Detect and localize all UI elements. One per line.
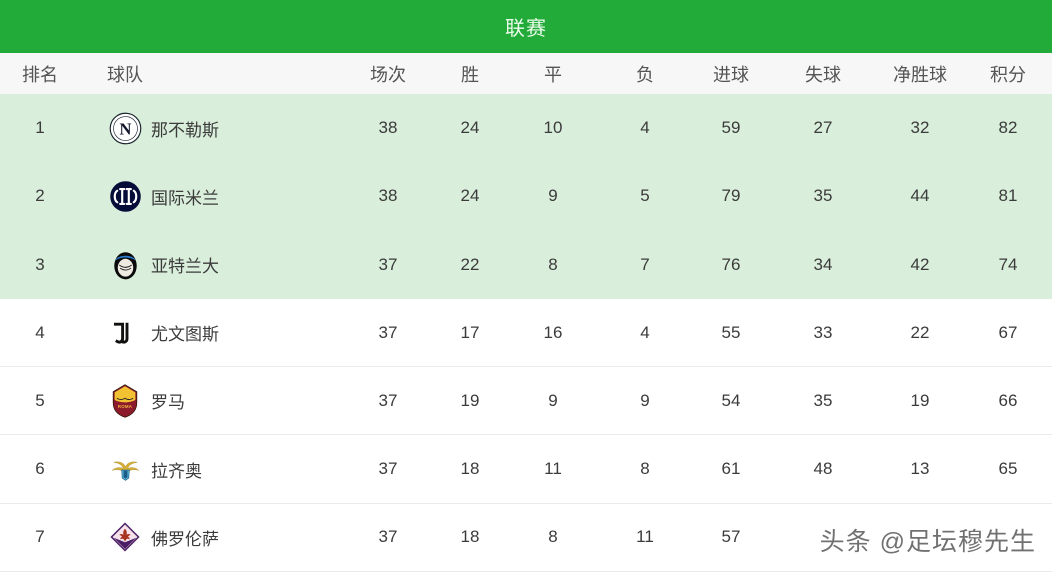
svg-text:N: N <box>119 119 131 138</box>
svg-text:ROMA: ROMA <box>118 404 133 409</box>
